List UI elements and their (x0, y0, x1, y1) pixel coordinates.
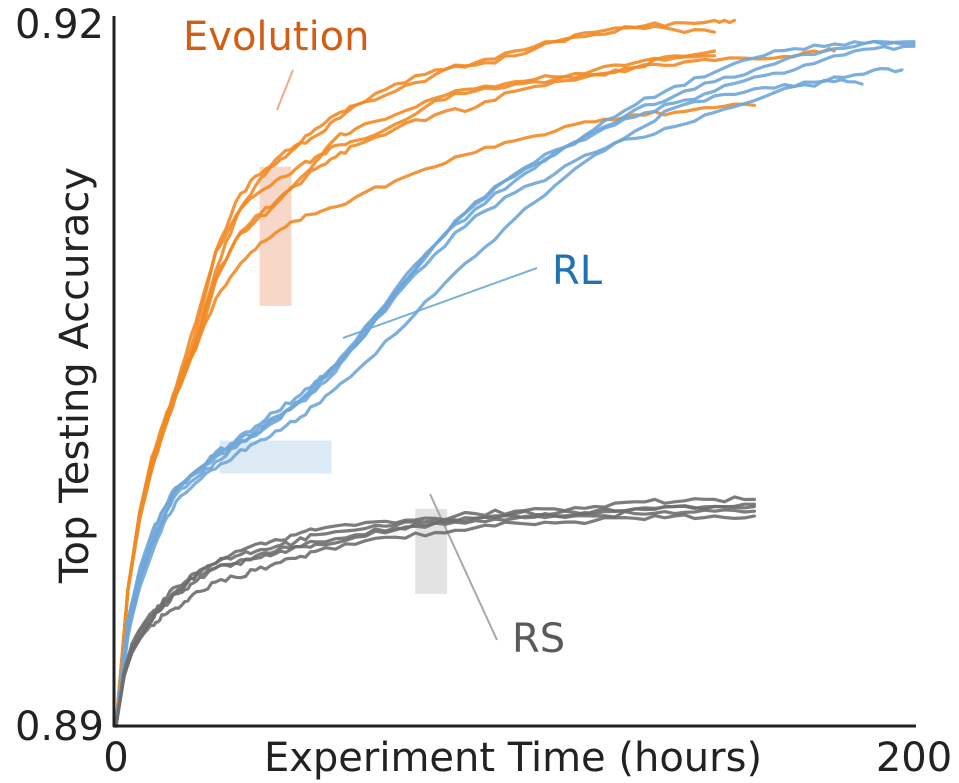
series-label-rs: RS (512, 616, 565, 662)
evolution-series-line-1 (114, 24, 717, 728)
rl-series-line-3 (114, 39, 916, 728)
x-axis-label: Experiment Time (hours) (264, 735, 762, 781)
rs-series-line-2 (114, 495, 757, 728)
rl-series-line-4 (114, 66, 904, 728)
rs-series-line-5 (114, 513, 757, 728)
evolution-series-line-5 (114, 49, 717, 728)
highlight-bands (219, 166, 448, 594)
rs-series-line-4 (114, 504, 757, 728)
rl-label-connector (342, 267, 538, 339)
rl-series-line-5 (114, 78, 864, 728)
series-label-evolution: Evolution (183, 14, 370, 60)
evolution-series-line-3 (114, 54, 717, 728)
y-tick-label-top: 0.92 (15, 2, 104, 48)
x-tick-label-right: 200 (876, 735, 952, 781)
y-axis-label: Top Testing Accuracy (52, 167, 98, 584)
evolution-series-line-6 (114, 102, 757, 728)
x-tick-label-left: 0 (103, 735, 128, 781)
evolution-series-line-4 (114, 46, 836, 728)
series-label-rl: RL (552, 248, 603, 294)
series-lines (114, 18, 916, 728)
evolution-label-connector (276, 69, 294, 111)
series-labels: Evolution RL RS (183, 14, 603, 662)
y-tick-label-bottom: 0.89 (15, 704, 104, 750)
